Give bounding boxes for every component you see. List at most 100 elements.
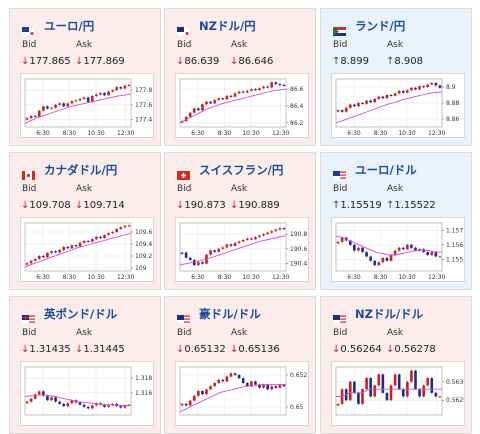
candle-body [95,94,98,96]
rate-chart[interactable]: 1.155 1.156 1.157 6:30 8:30 10:30 12:30 [331,217,465,282]
bid-value-text: 86.639 [184,56,220,67]
x-tick-label: 6:30 [36,274,50,281]
currency-pair-link[interactable]: 豪ドル/ドル [199,307,261,321]
x-tick-label: 10:30 [398,130,415,137]
candle-body [50,397,53,401]
bid-value: ↑1.15519 [332,200,382,211]
ask-label: Ask [231,40,248,50]
rate-chart[interactable]: 0.5625 0.563 [331,361,465,426]
candle-body [180,403,184,406]
y-tick-label: 1.318 [135,375,152,382]
candle-body [70,245,74,249]
rate-chart[interactable]: 0.65 0.652 [175,361,309,426]
bid-value: ↓1.31435 [21,344,71,355]
candle-body [377,96,381,99]
bid-label: Bid [22,328,37,338]
candle-body [42,391,45,396]
candle-body [103,93,106,96]
currency-pair-link[interactable]: 英ポンド/ドル [44,307,118,321]
x-tick-label: 12:30 [428,130,445,137]
candle-body [254,89,257,91]
candle-body [62,403,66,407]
x-tick-label: 10:30 [242,130,259,137]
x-tick-label: 10:30 [242,274,259,281]
candle-body [241,239,245,242]
candle-body [54,397,57,402]
candle-body [389,385,393,401]
rate-chart[interactable]: 86.2 86.4 86.6 6:30 8:30 10:30 12:30 [175,73,309,138]
candle-body [381,96,385,99]
candle-body [209,250,212,255]
candle-body [46,253,49,258]
ask-label: Ask [387,184,404,194]
x-tick-label: 10:30 [398,274,415,281]
candle-body [99,93,102,95]
rate-chart[interactable]: 177.4 177.6 177.8 6:30 8:30 10:30 12:30 [20,73,154,138]
candle-body [209,386,212,390]
bid-label: Bid [177,328,192,338]
rate-chart[interactable]: 8.86 8.88 8.9 6:30 8:30 10:30 12:30 [331,73,465,138]
bid-value-text: 0.56264 [340,344,382,355]
candle-body [357,247,360,251]
candle-body [389,255,393,261]
candle-body [29,260,33,264]
y-tick-label: 109.6 [135,229,152,236]
candle-body [70,400,74,404]
candle-body [414,87,417,90]
x-tick-label: 12:30 [428,274,445,281]
bid-value: ↓0.65132 [176,344,226,355]
ask-value-text: 109.714 [83,200,125,211]
bid-trend-arrow-icon: ↓ [176,200,185,211]
candle-body [278,84,282,86]
candle-body [184,116,188,122]
candle-body [422,86,425,88]
rate-chart[interactable]: 1.316 1.318 [20,361,154,426]
bid-label: Bid [333,184,348,194]
currency-pair-link[interactable]: NZドル/ドル [355,307,424,321]
candle-body [258,235,261,238]
candlestick-chart: 1.155 1.156 1.157 6:30 8:30 10:30 12:30 [335,222,463,281]
plot-frame [179,78,287,128]
x-tick-label: 6:30 [347,274,361,281]
candle-body [278,228,282,230]
moving-average-line [24,93,132,124]
candle-body [377,374,381,386]
y-tick-label: 177.4 [135,117,152,124]
currency-pair-link[interactable]: カナダドル/円 [44,163,118,177]
candle-body [192,395,196,401]
candle-body [82,404,86,407]
gb-us-flag-icon [21,309,36,325]
candle-body [270,231,274,233]
candle-body [123,85,127,89]
candle-body [365,378,368,390]
candlestick-chart: 190.4 190.6 190.8 6:30 8:30 10:30 12:30 [179,222,307,281]
currency-pair-link[interactable]: ユーロ/ドル [355,163,417,177]
moving-average-line [179,235,287,266]
candle-body [229,95,233,97]
candle-body [414,247,417,251]
bid-trend-arrow-icon: ↓ [21,56,30,67]
y-tick-label: 1.316 [135,390,152,397]
ask-value: ↓1.31445 [75,344,125,355]
candle-body [115,229,119,232]
candle-body [58,401,61,404]
currency-pair-link[interactable]: NZドル/円 [199,19,256,33]
candle-body [197,262,200,266]
candle-body [86,97,90,102]
candle-body [237,91,241,94]
bid-label: Bid [22,40,37,50]
currency-pair-link[interactable]: ユーロ/円 [44,19,95,33]
rate-chart[interactable]: 109 109.2 109.4 109.6 6:30 8:30 10:30 12:30 [20,217,154,282]
candle-body [393,250,397,255]
rate-card: ユーロ/円 Bid Ask ↓177.865 ↓177.869 177.4 177… [9,8,161,146]
ask-value: ↓190.889 [230,200,280,211]
candle-body [115,87,119,91]
rate-chart[interactable]: 190.4 190.6 190.8 6:30 8:30 10:30 12:30 [175,217,309,282]
ask-label: Ask [231,184,248,194]
rate-card: ランド/円 Bid Ask ↑8.899 ↑8.908 8.86 8.88 8.9 6… [320,8,472,146]
plot-frame [335,78,443,128]
candle-body [221,379,225,382]
currency-pair-link[interactable]: スイスフラン/円 [199,163,284,177]
currency-pair-link[interactable]: ランド/円 [355,19,406,33]
candle-body [82,97,86,99]
